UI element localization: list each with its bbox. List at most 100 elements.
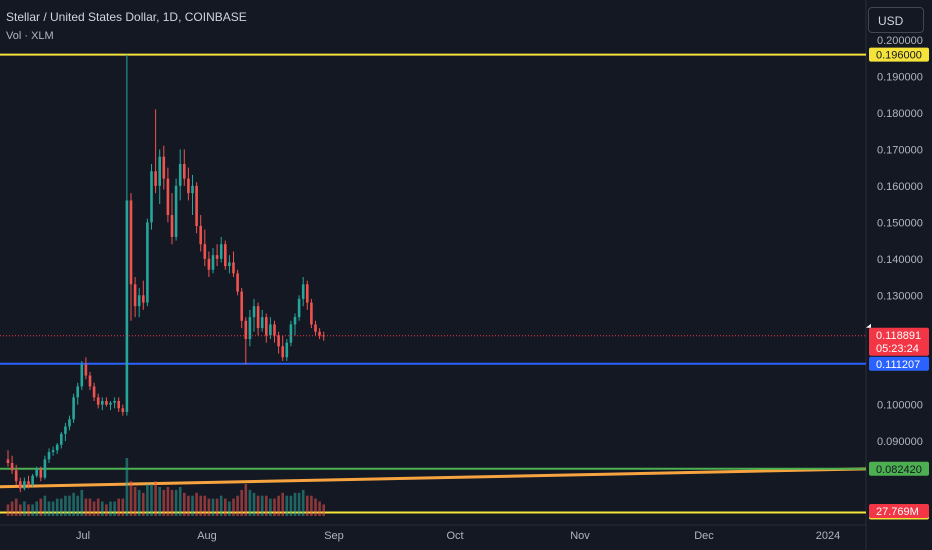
- candle: [244, 320, 248, 340]
- volume-bar: [154, 481, 157, 516]
- volume-bar: [281, 492, 284, 516]
- volume-bar: [301, 489, 305, 516]
- volume-bar: [35, 501, 38, 516]
- volume-bar: [256, 495, 260, 516]
- candle: [14, 470, 18, 482]
- candle: [269, 324, 272, 336]
- candle: [80, 364, 84, 387]
- volume-bar: [166, 487, 170, 516]
- candle: [199, 225, 202, 245]
- time-tick-label: Sep: [324, 530, 344, 542]
- candle: [60, 433, 63, 445]
- currency-selector[interactable]: USD: [868, 7, 924, 33]
- volume-bar: [84, 498, 88, 516]
- candle: [252, 306, 256, 318]
- candle: [318, 331, 321, 336]
- current-price-marker-icon: [866, 323, 871, 328]
- price-line-tag-bg: [869, 461, 929, 476]
- volume-bar: [146, 484, 149, 516]
- candle: [289, 324, 293, 343]
- candle: [96, 397, 100, 405]
- price-line-tag-bg: [869, 47, 929, 62]
- volume-bar: [314, 498, 317, 516]
- candle: [260, 317, 264, 329]
- candle: [281, 346, 284, 358]
- volume-bar: [187, 495, 190, 516]
- candle: [310, 302, 313, 325]
- volume-bar: [273, 498, 276, 516]
- volume-bar: [215, 498, 219, 516]
- candle: [88, 375, 92, 387]
- volume-bar: [224, 498, 227, 516]
- volume-bar: [109, 501, 112, 516]
- volume-bar: [137, 489, 141, 516]
- candle: [150, 171, 153, 223]
- chart-title: Stellar / United States Dollar, 1D, COIN…: [6, 10, 247, 24]
- price-tick-label: 0.140000: [877, 254, 923, 266]
- volume-indicator-label[interactable]: Vol · XLM: [6, 30, 54, 42]
- candle: [68, 419, 71, 427]
- time-tick-label: Nov: [570, 530, 590, 542]
- candle: [47, 452, 51, 460]
- candle: [166, 178, 170, 216]
- price-tick-label: 0.130000: [877, 290, 923, 302]
- candle: [121, 408, 125, 412]
- candle: [146, 222, 149, 303]
- candle: [191, 185, 194, 194]
- volume-bar: [162, 489, 166, 516]
- trendline[interactable]: [0, 467, 867, 489]
- volume-bar: [117, 498, 120, 516]
- candle: [297, 298, 301, 318]
- price-tick-label: 0.190000: [877, 71, 923, 83]
- volume-bar: [269, 498, 272, 516]
- volume-bar: [101, 501, 104, 516]
- candle: [76, 386, 79, 398]
- volume-bar: [158, 487, 161, 516]
- candle: [256, 306, 260, 329]
- price-line-tag: 0.082420: [876, 464, 922, 476]
- candle: [113, 401, 116, 403]
- volume-bar: [6, 504, 10, 516]
- volume-bar: [64, 495, 67, 516]
- volume-bar: [27, 504, 30, 516]
- price-tick-label: 0.160000: [877, 181, 923, 193]
- current-price-tag: 0.118891: [876, 330, 921, 342]
- candle: [215, 255, 219, 259]
- volume-bar: [47, 501, 51, 516]
- volume-bar: [23, 501, 26, 516]
- price-tick-label: 0.170000: [877, 144, 923, 156]
- candle: [158, 156, 161, 186]
- volume-bar: [310, 495, 313, 516]
- candle: [207, 258, 211, 270]
- candle: [265, 317, 268, 336]
- volume-bar: [277, 495, 280, 516]
- time-tick-label: Dec: [694, 530, 714, 542]
- volume-bar: [306, 495, 309, 516]
- candle: [301, 284, 305, 299]
- volume-bar: [92, 501, 96, 516]
- price-axis[interactable]: [866, 0, 932, 550]
- price-tick-label: 0.180000: [877, 108, 923, 120]
- volume-bar: [55, 498, 59, 516]
- candle: [232, 262, 235, 274]
- volume-bar: [43, 495, 47, 516]
- volume-bar: [219, 495, 223, 516]
- price-tick-label: 0.100000: [877, 400, 923, 412]
- candle: [19, 481, 22, 489]
- candle: [187, 178, 190, 194]
- candle: [84, 364, 88, 376]
- price-line-tag: 0.196000: [876, 50, 922, 62]
- candle: [92, 386, 96, 398]
- volume-bar: [322, 504, 325, 516]
- volume-bar: [297, 492, 301, 516]
- volume-bar: [170, 489, 174, 516]
- candle: [178, 163, 182, 186]
- volume-bar: [68, 495, 71, 516]
- candle: [109, 402, 112, 405]
- candle: [133, 284, 137, 307]
- volume-bar: [207, 498, 211, 516]
- volume-bar: [232, 498, 235, 516]
- bar-countdown: 05:23:24: [876, 343, 919, 355]
- price-line-tag-bg: [869, 356, 929, 371]
